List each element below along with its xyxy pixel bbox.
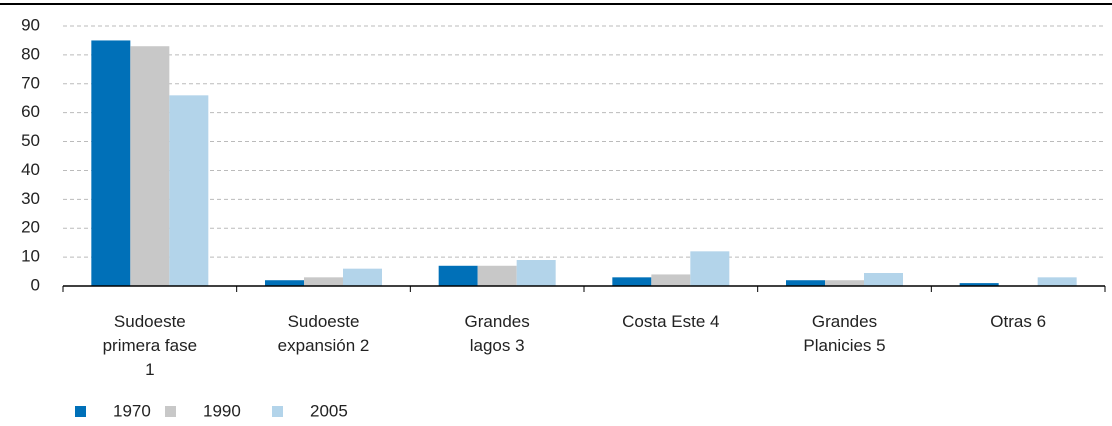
y-tick-label: 10 — [21, 247, 40, 266]
legend-swatch — [75, 406, 86, 417]
legend-label: 1970 — [113, 401, 151, 420]
x-tick-label: Sudoeste expansión 2 — [277, 312, 370, 355]
bar — [651, 274, 691, 286]
bar — [304, 277, 343, 286]
y-tick-label: 40 — [21, 160, 40, 179]
y-tick-label: 60 — [21, 102, 40, 121]
y-tick-label: 90 — [21, 15, 40, 34]
y-tick-label: 70 — [21, 73, 40, 92]
legend-label: 2005 — [310, 401, 348, 420]
bar — [169, 95, 209, 286]
bar — [91, 40, 131, 286]
bar — [690, 251, 730, 286]
x-tick-label: Grandes Planicies 5 — [803, 312, 886, 355]
bar — [612, 277, 652, 286]
legend-swatch — [165, 406, 176, 417]
x-tick-label: Costa Este 4 — [622, 312, 720, 331]
x-tick-label: Otras 6 — [990, 312, 1047, 331]
y-tick-label: 20 — [21, 218, 40, 237]
legend-label: 1990 — [203, 401, 241, 420]
bar — [130, 46, 170, 286]
bar — [438, 265, 478, 286]
bar — [864, 273, 903, 286]
y-tick-label: 30 — [21, 189, 40, 208]
bar — [1037, 277, 1077, 286]
bar — [786, 280, 825, 286]
legend-swatch — [272, 406, 283, 417]
bar — [265, 280, 304, 286]
bar — [343, 268, 382, 286]
x-tick-label: Grandes lagos 3 — [464, 312, 530, 355]
bar — [516, 260, 556, 286]
y-tick-label: 0 — [31, 275, 40, 294]
bar — [825, 280, 864, 286]
bar — [959, 283, 999, 286]
x-tick-label: Sudoeste primera fase 1 — [102, 312, 198, 379]
bar — [477, 265, 517, 286]
y-tick-label: 50 — [21, 131, 40, 150]
y-tick-label: 80 — [21, 44, 40, 63]
